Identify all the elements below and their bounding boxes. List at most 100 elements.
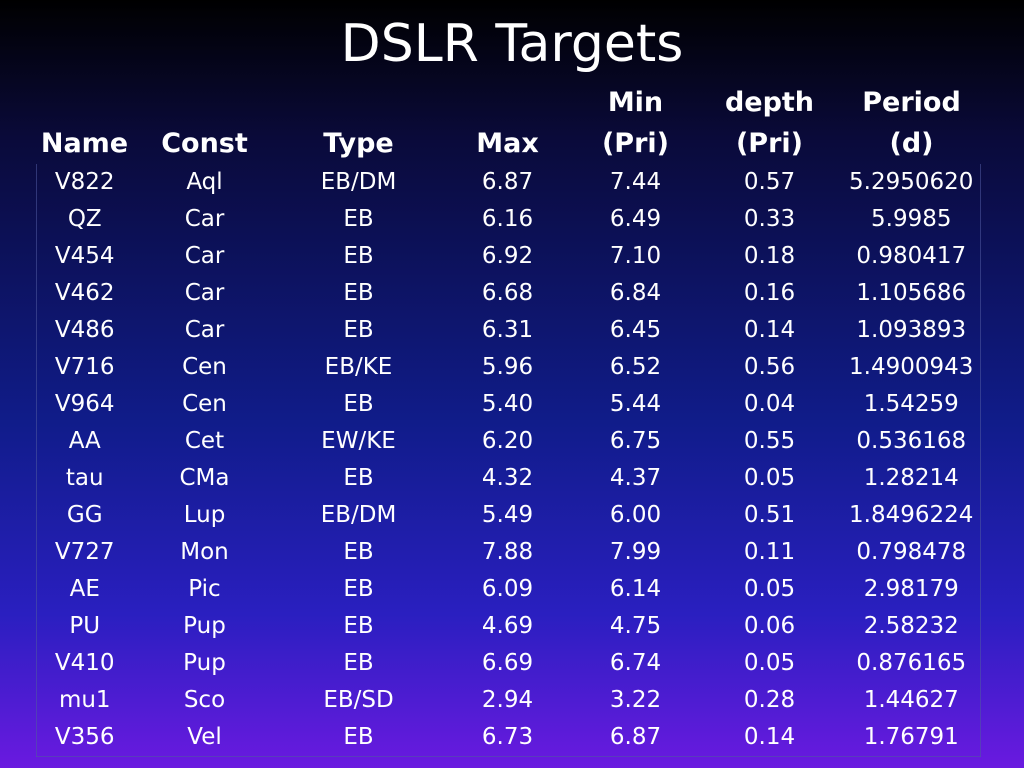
table-cell-type: EB bbox=[343, 576, 374, 602]
table-cell-type: EB/DM bbox=[320, 169, 397, 195]
table-row: V486 Car EB 6.31 6.45 0.14 1.093893 bbox=[36, 312, 981, 349]
table-body: V822 Aql EB/DM 6.87 7.44 0.57 5.2950620 QZ Car EB… bbox=[36, 164, 981, 757]
table-cell-max: 6.92 bbox=[481, 243, 534, 269]
table-row: V964 Cen EB 5.40 5.44 0.04 1.54259 bbox=[36, 386, 981, 423]
table-cell-period-d: 1.76791 bbox=[863, 724, 959, 750]
table-cell-min-pri: 7.99 bbox=[609, 539, 662, 565]
table-cell-min-pri: 7.10 bbox=[609, 243, 662, 269]
table-cell-max: 6.09 bbox=[481, 576, 534, 602]
table-cell-max: 6.69 bbox=[481, 650, 534, 676]
column-header-name: Name bbox=[37, 82, 133, 164]
table-cell-depth-pri: 0.33 bbox=[743, 206, 796, 232]
column-header-depth-pri: depth (Pri) bbox=[697, 82, 843, 164]
column-header-line2: (Pri) bbox=[735, 128, 804, 159]
table-cell-depth-pri: 0.51 bbox=[743, 502, 796, 528]
table-cell-name: V486 bbox=[54, 317, 115, 343]
table-cell-name: V822 bbox=[54, 169, 115, 195]
table-cell-depth-pri: 0.56 bbox=[743, 354, 796, 380]
table-cell-depth-pri: 0.55 bbox=[743, 428, 796, 454]
table-cell-depth-pri: 0.57 bbox=[743, 169, 796, 195]
table-cell-min-pri: 3.22 bbox=[609, 687, 662, 713]
table-cell-type: EB bbox=[343, 650, 374, 676]
table-cell-period-d: 1.8496224 bbox=[849, 502, 974, 528]
table-row: PU Pup EB 4.69 4.75 0.06 2.58232 bbox=[36, 608, 981, 645]
table-cell-depth-pri: 0.05 bbox=[743, 650, 796, 676]
table-cell-period-d: 2.58232 bbox=[863, 613, 959, 639]
table-cell-max: 7.88 bbox=[481, 539, 534, 565]
table-cell-period-d: 0.536168 bbox=[856, 428, 967, 454]
column-header-line1 bbox=[133, 82, 277, 123]
table-cell-name: AA bbox=[68, 428, 101, 454]
table-cell-period-d: 5.2950620 bbox=[849, 169, 974, 195]
table-cell-type: EB bbox=[343, 243, 374, 269]
table-cell-min-pri: 7.44 bbox=[609, 169, 662, 195]
column-header-line2: (Pri) bbox=[601, 128, 670, 159]
table-cell-max: 5.96 bbox=[481, 354, 534, 380]
table-cell-min-pri: 6.84 bbox=[609, 280, 662, 306]
table-cell-type: EB bbox=[343, 206, 374, 232]
column-header-line2: Name bbox=[40, 128, 129, 159]
slide-title: DSLR Targets bbox=[340, 14, 684, 74]
table-cell-name: V356 bbox=[54, 724, 115, 750]
table-row: V822 Aql EB/DM 6.87 7.44 0.57 5.2950620 bbox=[36, 164, 981, 201]
table-cell-period-d: 2.98179 bbox=[863, 576, 959, 602]
table-cell-const: Cen bbox=[182, 391, 227, 417]
table-cell-depth-pri: 0.06 bbox=[743, 613, 796, 639]
table-cell-max: 6.73 bbox=[481, 724, 534, 750]
table-cell-const: Pic bbox=[188, 576, 221, 602]
table-cell-type: EB bbox=[343, 391, 374, 417]
table-row: V410 Pup EB 6.69 6.74 0.05 0.876165 bbox=[36, 645, 981, 682]
table-cell-max: 4.32 bbox=[481, 465, 534, 491]
column-header-type: Type bbox=[277, 82, 441, 164]
table-cell-min-pri: 6.75 bbox=[609, 428, 662, 454]
table-cell-period-d: 1.44627 bbox=[863, 687, 959, 713]
table-cell-period-d: 1.093893 bbox=[856, 317, 967, 343]
column-header-line1: depth bbox=[724, 87, 815, 118]
table-cell-const: Car bbox=[184, 280, 225, 306]
table-cell-type: EW/KE bbox=[321, 428, 396, 454]
table-cell-name: QZ bbox=[67, 206, 102, 232]
table-cell-period-d: 0.980417 bbox=[856, 243, 967, 269]
table-cell-type: EB bbox=[343, 465, 374, 491]
table-cell-depth-pri: 0.04 bbox=[743, 391, 796, 417]
table-row: V727 Mon EB 7.88 7.99 0.11 0.798478 bbox=[36, 534, 981, 571]
table-cell-const: CMa bbox=[179, 465, 230, 491]
targets-table: Name Const Type Max Min (Pri) depth (Pri) Period… bbox=[36, 82, 981, 757]
table-cell-max: 2.94 bbox=[481, 687, 534, 713]
column-header-line1: Min bbox=[607, 87, 664, 118]
table-cell-const: Car bbox=[184, 317, 225, 343]
table-cell-const: Pup bbox=[183, 613, 226, 639]
table-cell-period-d: 5.9985 bbox=[871, 206, 952, 232]
table-row: V454 Car EB 6.92 7.10 0.18 0.980417 bbox=[36, 238, 981, 275]
column-header-line2: Const bbox=[161, 128, 248, 159]
table-cell-name: V410 bbox=[54, 650, 115, 676]
table-header: Name Const Type Max Min (Pri) depth (Pri) Period… bbox=[37, 82, 981, 164]
table-row: AA Cet EW/KE 6.20 6.75 0.55 0.536168 bbox=[36, 423, 981, 460]
table-cell-name: AE bbox=[69, 576, 100, 602]
column-header-const: Const bbox=[133, 82, 277, 164]
table-cell-period-d: 1.105686 bbox=[856, 280, 967, 306]
table-cell-type: EB bbox=[343, 280, 374, 306]
table-cell-depth-pri: 0.11 bbox=[743, 539, 796, 565]
table-cell-min-pri: 6.49 bbox=[609, 206, 662, 232]
table-cell-const: Mon bbox=[180, 539, 229, 565]
table-cell-const: Vel bbox=[187, 724, 222, 750]
table-cell-period-d: 0.798478 bbox=[856, 539, 967, 565]
table-cell-const: Car bbox=[184, 206, 225, 232]
table-cell-type: EB bbox=[343, 613, 374, 639]
column-header-line2: (d) bbox=[889, 128, 934, 159]
table-cell-min-pri: 6.74 bbox=[609, 650, 662, 676]
table-cell-const: Cet bbox=[184, 428, 225, 454]
table-row: QZ Car EB 6.16 6.49 0.33 5.9985 bbox=[36, 201, 981, 238]
table-cell-depth-pri: 0.14 bbox=[743, 317, 796, 343]
table-cell-const: Lup bbox=[183, 502, 226, 528]
table-cell-max: 5.40 bbox=[481, 391, 534, 417]
table-cell-name: V727 bbox=[54, 539, 115, 565]
table-row: tau CMa EB 4.32 4.37 0.05 1.28214 bbox=[36, 460, 981, 497]
column-header-line2: Type bbox=[323, 128, 394, 159]
column-header-line1 bbox=[277, 82, 441, 123]
table-cell-name: V716 bbox=[54, 354, 115, 380]
table-cell-depth-pri: 0.05 bbox=[743, 465, 796, 491]
header-row: Name Const Type Max Min (Pri) depth (Pri) Period… bbox=[37, 82, 981, 164]
column-header-min-pri: Min (Pri) bbox=[575, 82, 697, 164]
